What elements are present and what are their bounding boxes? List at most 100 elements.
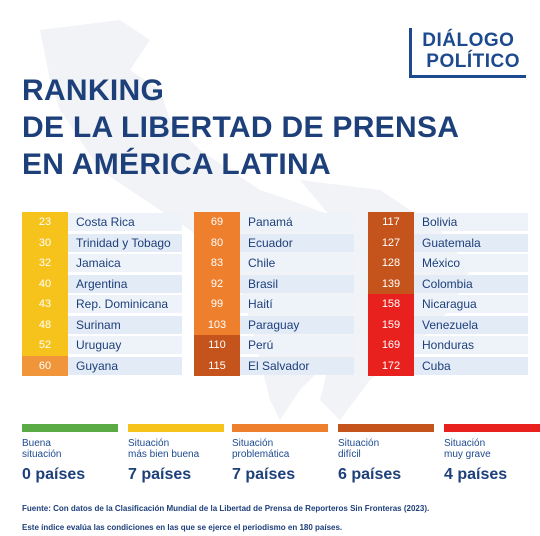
- rank-value: 43: [22, 294, 68, 315]
- country-name: Colombia: [414, 274, 528, 293]
- legend-label-line-2: muy grave: [444, 449, 491, 460]
- country-name: Ecuador: [240, 233, 354, 252]
- legend-label-line-1: Situación: [128, 438, 170, 449]
- ranking-row: 40 Argentina: [22, 273, 182, 294]
- ranking-row: 92 Brasil: [194, 273, 354, 294]
- country-name: El Salvador: [240, 356, 354, 375]
- ranking-row: 48 Surinam: [22, 314, 182, 335]
- legend-item: Buena situación 0 países: [22, 424, 118, 484]
- rank-value: 32: [22, 253, 68, 274]
- rank-value: 52: [22, 335, 68, 356]
- country-name: Nicaragua: [414, 295, 528, 314]
- country-name: Chile: [240, 254, 354, 273]
- rank-value: 172: [368, 355, 414, 376]
- rank-value: 110: [194, 335, 240, 356]
- ranking-row: 158 Nicaragua: [368, 294, 528, 315]
- rank-value: 169: [368, 335, 414, 356]
- rank-value: 159: [368, 314, 414, 335]
- title-line-1: RANKING: [22, 74, 165, 107]
- legend-color-bar: [232, 424, 328, 432]
- legend-label-line-1: Situación: [338, 438, 380, 449]
- country-name: Panamá: [240, 213, 354, 232]
- country-name: Surinam: [68, 315, 182, 334]
- rank-value: 127: [368, 232, 414, 253]
- logo-line-2: POLÍTICO: [426, 51, 520, 72]
- ranking-row: 43 Rep. Dominicana: [22, 294, 182, 315]
- rank-value: 92: [194, 273, 240, 294]
- rank-value: 60: [22, 355, 68, 376]
- ranking-row: 139 Colombia: [368, 273, 528, 294]
- country-name: Bolivia: [414, 213, 528, 232]
- title-line-2: DE LA LIBERTAD DE PRENSA: [22, 111, 460, 144]
- legend-count: 0 países: [22, 466, 86, 483]
- rank-value: 30: [22, 232, 68, 253]
- country-name: Rep. Dominicana: [68, 295, 182, 314]
- ranking-row: 80 Ecuador: [194, 232, 354, 253]
- ranking-row: 30 Trinidad y Tobago: [22, 232, 182, 253]
- country-name: Guatemala: [414, 233, 528, 252]
- footer-source: Fuente: Con datos de la Clasificación Mu…: [22, 504, 430, 513]
- country-name: Jamaica: [68, 254, 182, 273]
- country-name: Honduras: [414, 336, 528, 355]
- legend-label-line-1: Situación: [444, 438, 486, 449]
- ranking-column-2: 69 Panamá 80 Ecuador 83 Chile 92 Brasil 99 Haití 1…: [194, 212, 354, 376]
- logo-line-1: DIÁLOGO: [422, 30, 515, 51]
- rank-value: 103: [194, 314, 240, 335]
- ranking-column-3: 117 Bolivia 127 Guatemala 128 México 139 Colomb…: [368, 212, 528, 376]
- rank-value: 69: [194, 212, 240, 233]
- legend-label-line-2: situación: [22, 449, 62, 460]
- rank-value: 158: [368, 294, 414, 315]
- country-name: Haití: [240, 295, 354, 314]
- country-name: Perú: [240, 336, 354, 355]
- legend-item: Situación problemática 7 países: [232, 424, 328, 484]
- legend-label-line-1: Situación: [232, 438, 274, 449]
- ranking-column-1: 23 Costa Rica 30 Trinidad y Tobago 32 Jamaica…: [22, 212, 182, 376]
- ranking-row: 103 Paraguay: [194, 314, 354, 335]
- ranking-row: 159 Venezuela: [368, 314, 528, 335]
- rank-value: 23: [22, 212, 68, 233]
- legend-color-bar: [444, 424, 540, 432]
- dialogo-politico-logo: DIÁLOGO POLÍTICO: [409, 28, 526, 78]
- ranking-row: 99 Haití: [194, 294, 354, 315]
- ranking-row: 23 Costa Rica: [22, 212, 182, 233]
- country-name: Trinidad y Tobago: [68, 233, 182, 252]
- legend-label: Situación más bien buena: [128, 438, 224, 460]
- ranking-row: 83 Chile: [194, 253, 354, 274]
- legend-color-bar: [22, 424, 118, 432]
- ranking-row: 128 México: [368, 253, 528, 274]
- legend-label-line-2: problemática: [232, 449, 290, 460]
- ranking-row: 52 Uruguay: [22, 335, 182, 356]
- rank-value: 40: [22, 273, 68, 294]
- legend-label: Situación difícil: [338, 438, 434, 460]
- rank-value: 139: [368, 273, 414, 294]
- legend-label-line-1: Buena: [22, 438, 51, 449]
- legend-count: 4 países: [444, 466, 508, 483]
- rank-value: 80: [194, 232, 240, 253]
- country-name: Costa Rica: [68, 213, 182, 232]
- title-line-3: EN AMÉRICA LATINA: [22, 148, 331, 181]
- legend-color-bar: [338, 424, 434, 432]
- country-name: Brasil: [240, 274, 354, 293]
- legend-count: 6 países: [338, 466, 402, 483]
- ranking-row: 32 Jamaica: [22, 253, 182, 274]
- country-name: Venezuela: [414, 315, 528, 334]
- country-name: Paraguay: [240, 315, 354, 334]
- legend-label-line-2: más bien buena: [128, 449, 200, 460]
- page-title: RANKING DE LA LIBERTAD DE PRENSA EN AMÉR…: [22, 72, 459, 183]
- country-name: México: [414, 254, 528, 273]
- legend-label: Situación muy grave: [444, 438, 540, 460]
- legend-item: Situación difícil 6 países: [338, 424, 434, 484]
- legend-label: Situación problemática: [232, 438, 328, 460]
- rank-value: 48: [22, 314, 68, 335]
- legend-count: 7 países: [232, 466, 296, 483]
- legend-item: Situación muy grave 4 países: [444, 424, 540, 484]
- rank-value: 117: [368, 212, 414, 233]
- legend-label: Buena situación: [22, 438, 118, 460]
- rank-value: 99: [194, 294, 240, 315]
- rank-value: 128: [368, 253, 414, 274]
- ranking-row: 110 Perú: [194, 335, 354, 356]
- ranking-row: 169 Honduras: [368, 335, 528, 356]
- rank-value: 115: [194, 355, 240, 376]
- ranking-row: 60 Guyana: [22, 355, 182, 376]
- ranking-row: 115 El Salvador: [194, 355, 354, 376]
